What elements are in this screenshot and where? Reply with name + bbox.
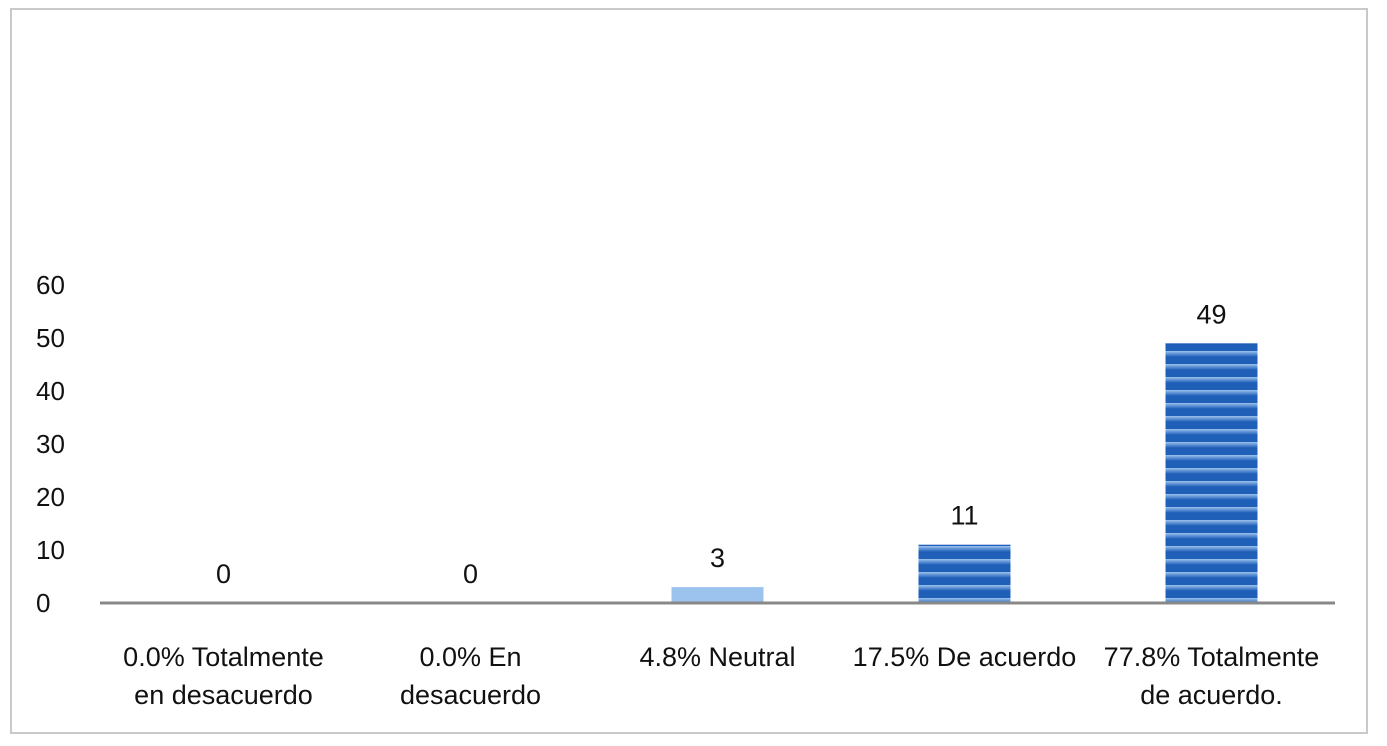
y-tick-label: 0 xyxy=(36,588,50,618)
bar xyxy=(918,544,1011,603)
bar xyxy=(1165,343,1258,603)
bar xyxy=(671,587,764,603)
category-label: 0.0% Totalmente en desacuerdo xyxy=(123,642,324,710)
category-label: 17.5% De acuerdo xyxy=(853,642,1077,672)
category-label: 0.0% En desacuerdo xyxy=(400,642,541,710)
data-label: 0 xyxy=(463,559,478,589)
y-tick-label: 60 xyxy=(36,270,65,300)
y-tick-label: 40 xyxy=(36,376,65,406)
chart-frame xyxy=(10,8,1368,734)
data-label: 3 xyxy=(710,543,725,573)
y-tick-label: 10 xyxy=(36,535,65,565)
y-tick-label: 30 xyxy=(36,429,65,459)
category-label: 4.8% Neutral xyxy=(639,642,795,672)
data-label: 11 xyxy=(950,501,978,531)
data-label: 0 xyxy=(216,559,231,589)
data-label: 49 xyxy=(1196,299,1226,329)
category-label: 77.8% Totalmente de acuerdo. xyxy=(1104,642,1320,710)
y-tick-label: 20 xyxy=(36,482,65,512)
y-tick-label: 50 xyxy=(36,323,65,353)
